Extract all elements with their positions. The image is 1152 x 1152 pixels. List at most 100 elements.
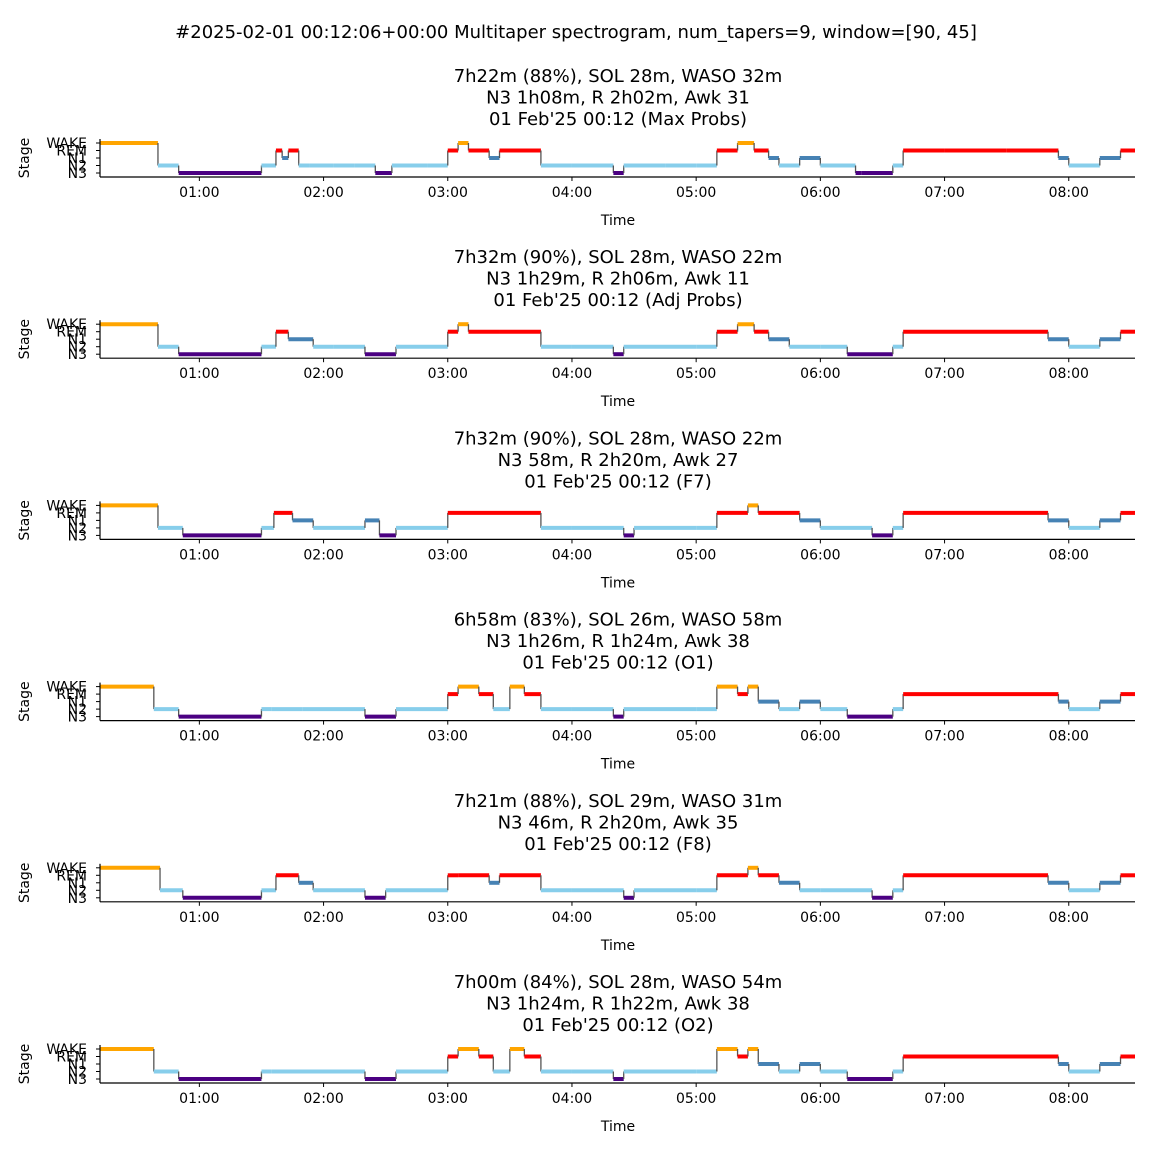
x-tick-label: 07:00	[924, 366, 964, 382]
x-tick-label: 04:00	[552, 185, 592, 201]
panel-title-line: 7h21m (88%), SOL 29m, WASO 31m	[454, 791, 783, 812]
y-tick-label: N3	[68, 166, 87, 182]
x-tick-label: 05:00	[676, 185, 716, 201]
x-tick-label: 01:00	[179, 1091, 219, 1107]
x-tick-label: 02:00	[303, 729, 343, 745]
x-tick-label: 04:00	[552, 1091, 592, 1107]
x-tick-label: 01:00	[179, 366, 219, 382]
x-tick-label: 07:00	[924, 1091, 964, 1107]
y-tick-label: N1	[68, 151, 87, 167]
panel-title-line: 7h32m (90%), SOL 28m, WASO 22m	[454, 247, 783, 268]
y-tick-label: N2	[68, 883, 87, 899]
y-tick-label: REM	[56, 1050, 87, 1066]
x-tick-label: 06:00	[800, 547, 840, 563]
x-tick-label: 08:00	[1049, 1091, 1089, 1107]
y-tick-label: REM	[56, 687, 87, 703]
panel-title-line: 01 Feb'25 00:12 (F7)	[524, 471, 712, 492]
panel-title-line: N3 1h08m, R 2h02m, Awk 31	[486, 88, 750, 109]
y-axis-label: Stage	[17, 319, 33, 359]
x-tick-label: 05:00	[676, 366, 716, 382]
y-tick-label: N2	[68, 159, 87, 175]
x-tick-label: 03:00	[428, 547, 468, 563]
x-tick-label: 07:00	[924, 729, 964, 745]
x-tick-label: 02:00	[303, 1091, 343, 1107]
x-tick-label: 03:00	[428, 366, 468, 382]
y-tick-label: N3	[68, 1072, 87, 1088]
panel-title-line: N3 58m, R 2h20m, Awk 27	[498, 450, 739, 471]
x-tick-label: 03:00	[428, 1091, 468, 1107]
y-tick-label: N3	[68, 710, 87, 726]
panel-title-line: 7h32m (90%), SOL 28m, WASO 22m	[454, 428, 783, 449]
panel-title-line: 01 Feb'25 00:12 (O1)	[522, 653, 713, 674]
x-tick-label: 02:00	[303, 185, 343, 201]
y-tick-label: WAKE	[46, 680, 87, 696]
x-tick-label: 01:00	[179, 910, 219, 926]
y-tick-label: N1	[68, 513, 87, 529]
y-tick-label: REM	[56, 144, 87, 160]
x-tick-label: 02:00	[303, 366, 343, 382]
y-tick-label: N1	[68, 876, 87, 892]
x-tick-label: 06:00	[800, 729, 840, 745]
y-tick-label: REM	[56, 325, 87, 341]
x-tick-label: 05:00	[676, 729, 716, 745]
x-tick-label: 01:00	[179, 729, 219, 745]
figure-suptitle: #2025-02-01 00:12:06+00:00 Multitaper sp…	[175, 22, 977, 43]
panel-title-line: N3 1h29m, R 2h06m, Awk 11	[486, 269, 750, 290]
x-tick-label: 04:00	[552, 547, 592, 563]
y-tick-label: N2	[68, 521, 87, 537]
y-tick-label: REM	[56, 868, 87, 884]
x-tick-label: 03:00	[428, 910, 468, 926]
x-tick-label: 01:00	[179, 185, 219, 201]
y-tick-label: WAKE	[46, 1042, 87, 1058]
x-axis-label: Time	[600, 575, 635, 591]
x-tick-label: 02:00	[303, 547, 343, 563]
y-tick-label: WAKE	[46, 498, 87, 514]
x-tick-label: 08:00	[1049, 185, 1089, 201]
x-tick-label: 06:00	[800, 366, 840, 382]
y-tick-label: N1	[68, 695, 87, 711]
panel-title-line: N3 46m, R 2h20m, Awk 35	[498, 812, 739, 833]
x-tick-label: 07:00	[924, 910, 964, 926]
x-axis-label: Time	[600, 757, 635, 773]
x-tick-label: 01:00	[179, 547, 219, 563]
x-tick-label: 06:00	[800, 910, 840, 926]
y-axis-label: Stage	[17, 500, 33, 540]
x-tick-label: 05:00	[676, 547, 716, 563]
y-tick-label: N2	[68, 340, 87, 356]
y-tick-label: REM	[56, 506, 87, 522]
y-axis-label: Stage	[17, 1044, 33, 1084]
panel-title-line: 01 Feb'25 00:12 (Max Probs)	[489, 109, 747, 130]
y-tick-label: N3	[68, 347, 87, 363]
y-axis-label: Stage	[17, 681, 33, 721]
panel-title-line: 01 Feb'25 00:12 (F8)	[524, 834, 712, 855]
x-tick-label: 03:00	[428, 185, 468, 201]
x-tick-label: 08:00	[1049, 729, 1089, 745]
panel-title-line: 6h58m (83%), SOL 26m, WASO 58m	[454, 610, 783, 631]
x-tick-label: 04:00	[552, 366, 592, 382]
x-tick-label: 02:00	[303, 910, 343, 926]
y-tick-label: N2	[68, 1065, 87, 1081]
y-tick-label: N1	[68, 332, 87, 348]
x-tick-label: 05:00	[676, 910, 716, 926]
panel-title-line: 01 Feb'25 00:12 (O2)	[522, 1015, 713, 1036]
x-tick-label: 06:00	[800, 1091, 840, 1107]
y-tick-label: N3	[68, 528, 87, 544]
x-tick-label: 08:00	[1049, 547, 1089, 563]
x-tick-label: 03:00	[428, 729, 468, 745]
y-tick-label: N3	[68, 891, 87, 907]
x-axis-label: Time	[600, 394, 635, 410]
x-axis-label: Time	[600, 1119, 635, 1135]
x-tick-label: 07:00	[924, 547, 964, 563]
panel-title-line: 7h22m (88%), SOL 28m, WASO 32m	[454, 66, 783, 87]
y-tick-label: WAKE	[46, 861, 87, 877]
x-tick-label: 04:00	[552, 910, 592, 926]
panel-title-line: 7h00m (84%), SOL 28m, WASO 54m	[454, 972, 783, 993]
x-axis-label: Time	[600, 938, 635, 954]
